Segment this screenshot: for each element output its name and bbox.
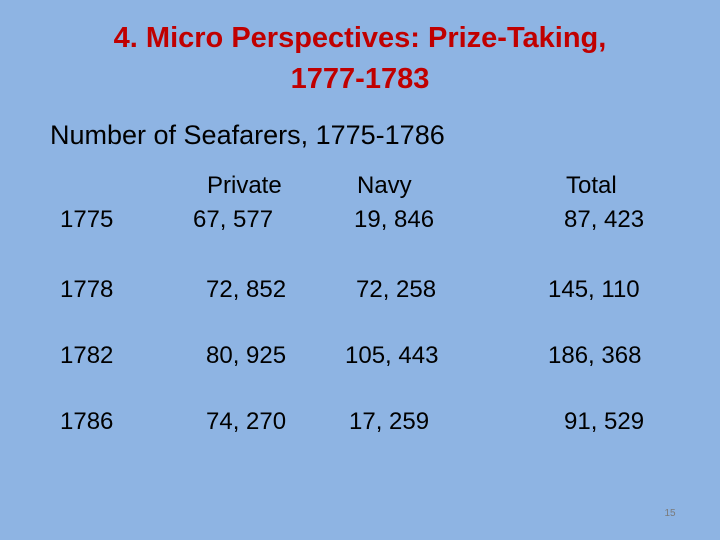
- slide-title-line-2: 1777-1783: [290, 63, 430, 95]
- cell-navy: 19, 846: [354, 206, 435, 233]
- slide-title-line-1: 4. Micro Perspectives: Prize-Taking,: [113, 22, 607, 54]
- cell-total: 87, 423: [564, 206, 645, 233]
- slide-number: 15: [664, 508, 676, 519]
- cell-private: 72, 852: [206, 276, 287, 303]
- cell-year: 1782: [60, 342, 114, 369]
- cell-total: 186, 368: [548, 342, 642, 369]
- table-caption: Number of Seafarers, 1775-1786: [50, 120, 445, 150]
- cell-navy: 105, 443: [345, 342, 439, 369]
- cell-total: 145, 110: [548, 276, 640, 303]
- cell-year: 1775: [60, 206, 114, 233]
- cell-private: 74, 270: [206, 408, 287, 435]
- cell-navy: 17, 259: [349, 408, 430, 435]
- column-header-private: Private: [207, 172, 282, 199]
- cell-total: 91, 529: [564, 408, 645, 435]
- cell-private: 67, 577: [193, 206, 274, 233]
- cell-navy: 72, 258: [356, 276, 437, 303]
- cell-year: 1786: [60, 408, 114, 435]
- cell-private: 80, 925: [206, 342, 287, 369]
- slide-title: 4. Micro Perspectives: Prize-Taking, 177…: [0, 18, 720, 100]
- column-header-navy: Navy: [357, 172, 412, 199]
- column-header-total: Total: [566, 172, 617, 199]
- cell-year: 1778: [60, 276, 114, 303]
